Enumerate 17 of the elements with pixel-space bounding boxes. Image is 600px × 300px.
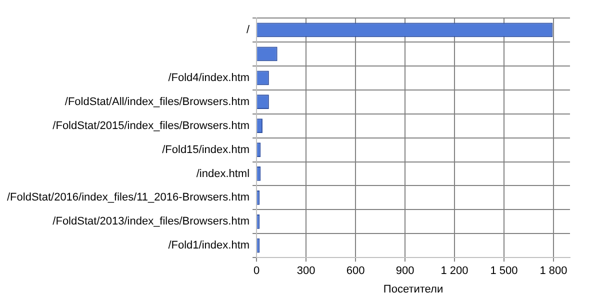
x-tick-label: 900	[396, 265, 414, 278]
y-tick-label: /index.html	[196, 168, 250, 180]
y-tick-label: /FoldStat/2013/index_files/Browsers.htm	[52, 216, 250, 228]
y-tick-label: /Fold15/index.htm	[162, 144, 250, 156]
y-tick-label: /Fold4/index.htm	[168, 72, 250, 84]
x-tick-label: 1 500	[490, 265, 518, 278]
y-tick-label: /Fold1/index.htm	[168, 240, 250, 252]
x-tick-label: 1 800	[540, 265, 568, 278]
x-tick-label: 600	[346, 265, 365, 278]
y-tick-label: /	[246, 24, 250, 36]
x-tick-label: 300	[296, 265, 316, 278]
y-tick-label: /FoldStat/2015/index_files/Browsers.htm	[52, 120, 250, 132]
x-tick-label: 0	[253, 265, 260, 278]
x-axis-title: Посетители	[383, 283, 444, 296]
y-tick-label: /FoldStat/All/index_files/Browsers.htm	[64, 96, 250, 108]
y-tick-label: /FoldStat/2016/index_files/11_2016-Browsers.htm	[6, 192, 250, 204]
x-tick-label: 1 200	[440, 265, 468, 278]
